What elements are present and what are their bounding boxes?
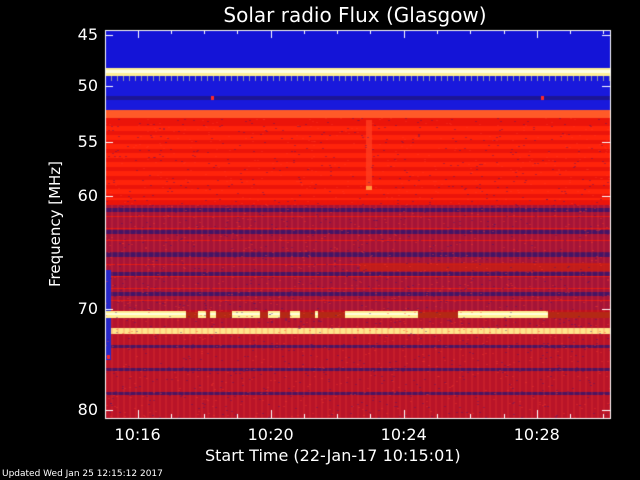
y-tick-label: 80 — [77, 400, 98, 419]
y-tick-label: 55 — [77, 132, 98, 151]
x-axis-label: Start Time (22-Jan-17 10:15:01) — [205, 446, 461, 465]
x-tick-label: 10:16 — [114, 425, 161, 444]
x-tick-label: 10:28 — [513, 425, 560, 444]
y-tick-label: 70 — [77, 299, 98, 318]
x-tick-label: 10:20 — [247, 425, 294, 444]
x-tick-label: 10:24 — [380, 425, 427, 444]
chart-title: Solar radio Flux (Glasgow) — [223, 3, 487, 27]
y-tick-label: 50 — [77, 76, 98, 95]
y-tick-label: 60 — [77, 186, 98, 205]
y-axis-label: Frequency [MHz] — [46, 160, 64, 288]
y-tick-label: 45 — [77, 25, 98, 44]
updated-timestamp: Updated Wed Jan 25 12:15:12 2017 — [2, 469, 163, 479]
